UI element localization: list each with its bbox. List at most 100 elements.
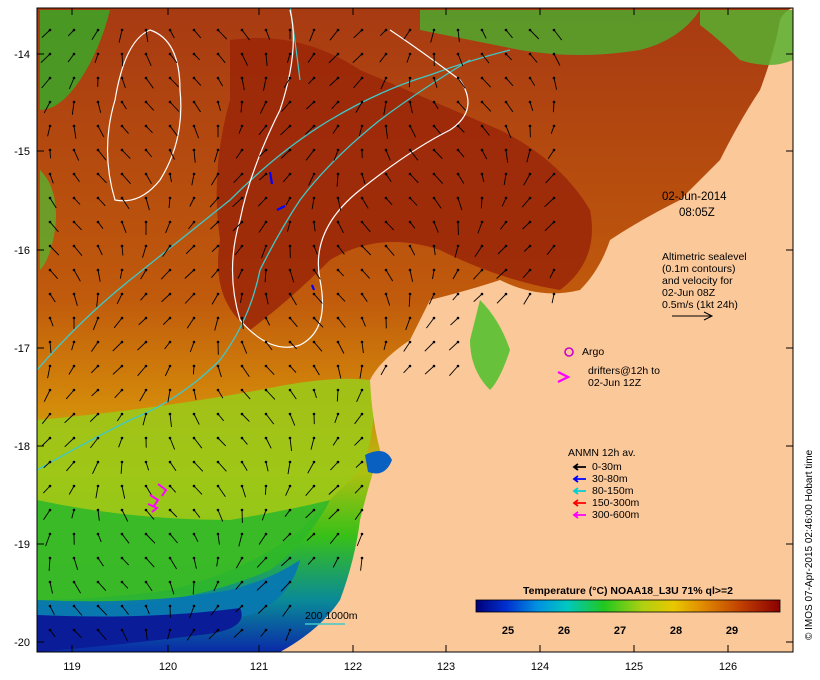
velocity-arrow [41, 437, 51, 446]
velocity-arrow-origin [264, 604, 268, 608]
velocity-arrow-origin [144, 172, 148, 176]
velocity-arrow [477, 221, 483, 234]
velocity-arrow [409, 197, 418, 206]
velocity-arrow [332, 557, 339, 568]
velocity-arrow [258, 149, 267, 157]
velocity-arrow-origin [72, 124, 76, 128]
isobath-200m [37, 49, 511, 371]
velocity-arrow [139, 389, 147, 402]
velocity-arrow-origin [336, 172, 340, 176]
velocity-arrow-origin [288, 196, 292, 200]
velocity-arrow [331, 101, 339, 110]
velocity-arrow [241, 437, 248, 445]
velocity-arrow-origin [72, 316, 76, 320]
velocity-arrow [96, 293, 99, 307]
velocity-arrow [73, 125, 77, 139]
velocity-arrow-origin [408, 244, 412, 248]
velocity-arrow [119, 269, 123, 279]
velocity-arrow-origin [120, 532, 124, 536]
velocity-arrow-origin [168, 364, 172, 368]
velocity-arrow [428, 293, 435, 305]
velocity-arrow-origin [240, 268, 244, 272]
velocity-arrow [257, 605, 267, 614]
latitude-labels: -14 -15 -16 -17 -18 -19 -20 [14, 49, 30, 649]
velocity-arrow [235, 149, 243, 159]
velocity-arrow-origin [72, 604, 76, 608]
image-date: 02-Jun-2014 [662, 191, 727, 203]
velocity-arrow [497, 245, 507, 255]
velocity-arrow [430, 29, 435, 43]
velocity-arrow-origin [48, 172, 52, 176]
velocity-arrow [120, 461, 123, 474]
velocity-arrow [358, 125, 363, 137]
plot-frame [36, 7, 794, 653]
velocity-arrow [193, 509, 201, 518]
velocity-arrow [433, 101, 439, 110]
velocity-arrow [409, 269, 414, 282]
velocity-arrow-origin [216, 100, 220, 104]
drifters-label: drifters@12h to [588, 365, 660, 377]
velocity-arrow-origin [96, 76, 100, 80]
velocity-arrow-origin [360, 28, 364, 32]
velocity-arrow-origin [192, 484, 196, 488]
velocity-arrow-origin [48, 148, 52, 152]
velocity-arrow-origin [384, 292, 388, 296]
velocity-arrow [165, 221, 171, 234]
velocity-arrow [496, 269, 507, 279]
velocity-arrow [337, 365, 342, 379]
velocity-arrow [240, 101, 243, 113]
velocity-arrow [289, 365, 297, 373]
velocity-arrow [140, 269, 147, 280]
velocity-arrow [73, 629, 82, 639]
colorbar-tick-label: 28 [670, 625, 682, 637]
velocity-arrow [385, 125, 388, 139]
velocity-arrow [550, 125, 555, 134]
velocity-arrow-origin [336, 388, 340, 392]
velocity-arrow [145, 485, 152, 496]
velocity-arrow-origin [456, 316, 460, 320]
velocity-arrow-origin [264, 76, 268, 80]
velocity-arrow [403, 29, 411, 40]
velocity-arrow-origin [528, 196, 532, 200]
velocity-arrow-origin [432, 172, 436, 176]
velocity-arrow-origin [72, 436, 76, 440]
velocity-arrow [121, 149, 131, 159]
velocity-arrow-origin [384, 244, 388, 248]
velocity-arrow-origin [192, 148, 196, 152]
velocity-arrow [256, 581, 267, 591]
velocity-arrow-origin [360, 364, 364, 368]
velocity-arrow [121, 125, 129, 134]
velocity-arrow [452, 269, 459, 280]
velocity-arrow [90, 437, 99, 449]
velocity-arrow [433, 149, 443, 160]
velocity-arrow-origin [264, 220, 268, 224]
velocity-arrow-origin [216, 508, 220, 512]
velocity-arrow [49, 341, 52, 353]
velocity-arrow [258, 173, 267, 181]
velocity-arrow-origin [456, 196, 460, 200]
velocity-arrow-origin [144, 100, 148, 104]
velocity-arrow-origin [216, 244, 220, 248]
velocity-arrow-origin [288, 532, 292, 536]
velocity-arrow [121, 605, 129, 615]
velocity-arrow-origin [48, 484, 52, 488]
velocity-arrow-origin [96, 28, 100, 32]
velocity-arrow-origin [408, 364, 412, 368]
credit-text: © IMOS 07-Apr-2015 02:46:00 Hobart time [804, 449, 815, 640]
velocity-arrow [289, 413, 296, 426]
velocity-arrow-origin [192, 268, 196, 272]
velocity-arrow [41, 29, 51, 38]
velocity-arrow-origin [312, 532, 316, 536]
velocity-arrow-origin [48, 292, 52, 296]
velocity-arrow-origin [72, 28, 76, 32]
velocity-arrow [168, 197, 171, 209]
velocity-arrow-origin [384, 124, 388, 128]
velocity-arrow-origin [288, 220, 292, 224]
velocity-arrow [169, 101, 180, 112]
velocity-arrow [169, 581, 175, 595]
velocity-arrow-origin [336, 196, 340, 200]
velocity-arrow [282, 533, 291, 542]
velocity-arrow [71, 509, 75, 519]
velocity-arrow-origin [168, 244, 172, 248]
velocity-arrow-origin [456, 76, 460, 80]
